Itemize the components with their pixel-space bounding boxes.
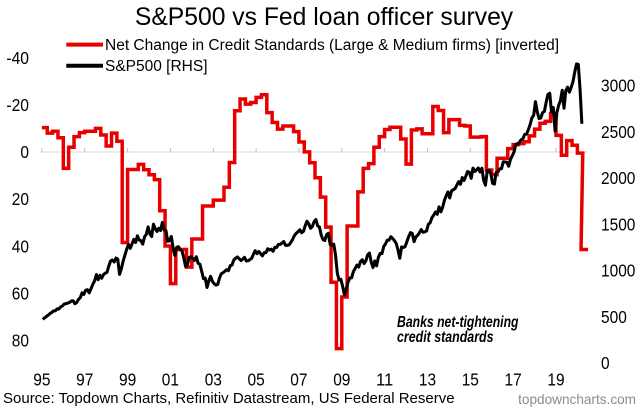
svg-text:2000: 2000 (601, 168, 635, 188)
svg-text:1500: 1500 (601, 214, 635, 234)
svg-text:15: 15 (462, 370, 479, 390)
svg-text:99: 99 (119, 370, 136, 390)
svg-text:20: 20 (12, 189, 29, 209)
svg-text:S&P500 vs Fed loan officer sur: S&P500 vs Fed loan officer survey (135, 4, 514, 31)
svg-text:09: 09 (333, 370, 350, 390)
svg-text:0: 0 (20, 142, 29, 162)
svg-text:11: 11 (376, 370, 393, 390)
svg-text:-20: -20 (6, 95, 29, 115)
svg-text:17: 17 (505, 370, 522, 390)
svg-text:2500: 2500 (601, 122, 635, 142)
svg-text:Source: Topdown Charts, Refini: Source: Topdown Charts, Refinitiv Datast… (3, 390, 455, 407)
svg-text:Banks net-tightening: Banks net-tightening (397, 314, 519, 331)
svg-text:97: 97 (76, 370, 93, 390)
svg-text:40: 40 (12, 236, 29, 256)
svg-text:60: 60 (12, 283, 29, 303)
svg-text:0: 0 (601, 353, 610, 373)
svg-text:95: 95 (33, 370, 50, 390)
svg-text:13: 13 (419, 370, 436, 390)
svg-text:80: 80 (12, 330, 29, 350)
svg-text:07: 07 (290, 370, 307, 390)
svg-text:500: 500 (601, 307, 627, 327)
svg-text:topdowncharts.com: topdowncharts.com (518, 392, 636, 407)
svg-text:19: 19 (547, 370, 564, 390)
svg-text:01: 01 (162, 370, 179, 390)
svg-text:Net Change in Credit Standards: Net Change in Credit Standards (Large & … (105, 37, 559, 54)
svg-text:05: 05 (248, 370, 265, 390)
svg-text:03: 03 (205, 370, 222, 390)
svg-text:credit standards: credit standards (397, 329, 494, 346)
svg-text:-40: -40 (6, 48, 29, 68)
svg-text:3000: 3000 (601, 76, 635, 96)
svg-text:1000: 1000 (601, 261, 635, 281)
svg-text:S&P500 [RHS]: S&P500 [RHS] (105, 58, 208, 75)
